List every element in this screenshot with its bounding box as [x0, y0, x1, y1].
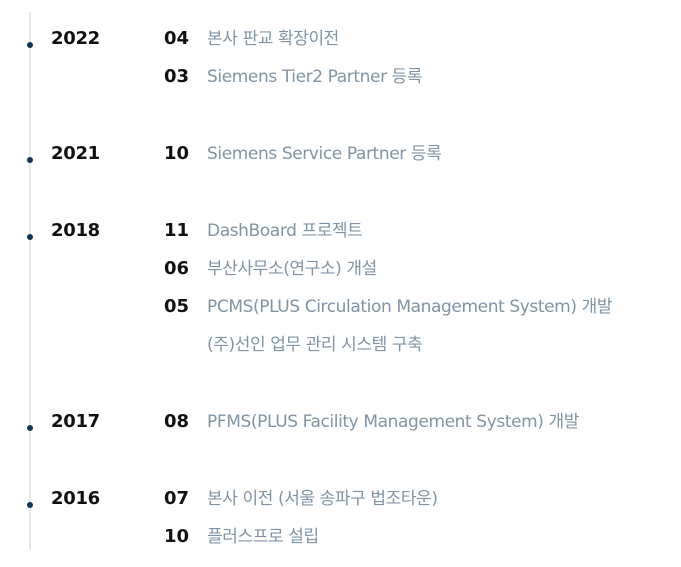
entry-month: 10 [164, 526, 190, 547]
entry-month: 08 [164, 411, 190, 432]
entry-month: 04 [164, 28, 190, 49]
timeline-entry: 08 PFMS(PLUS Facility Management System)… [164, 409, 664, 435]
entry-month: 11 [164, 220, 190, 241]
timeline-dot [27, 42, 33, 48]
timeline-entry: 07 본사 이전 (서울 송파구 법조타운) [164, 486, 664, 512]
timeline-dot [27, 234, 33, 240]
entry-text: PCMS(PLUS Circulation Management System)… [207, 297, 613, 317]
entry-text: PFMS(PLUS Facility Management System) 개발 [207, 412, 580, 432]
year-label: 2022 [51, 28, 100, 49]
timeline-entry: 04 본사 판교 확장이전 [164, 26, 664, 52]
entry-month: 10 [164, 143, 190, 164]
year-label: 2018 [51, 220, 100, 241]
timeline-entry: 03 Siemens Tier2 Partner 등록 [164, 64, 664, 90]
entry-text: 본사 판교 확장이전 [207, 29, 339, 49]
entry-list: 10 Siemens Service Partner 등록 [164, 141, 664, 179]
entry-list: 04 본사 판교 확장이전 03 Siemens Tier2 Partner 등… [164, 26, 664, 102]
timeline-entry: 06 부산사무소(연구소) 개설 [164, 256, 664, 282]
timeline-entry: 10 Siemens Service Partner 등록 [164, 141, 664, 167]
entry-text: 부산사무소(연구소) 개설 [207, 259, 377, 279]
entry-month: 05 [164, 296, 190, 317]
timeline-dot [27, 157, 33, 163]
timeline-entry: 10 플러스프로 설립 [164, 524, 664, 550]
timeline-entry: 05 PCMS(PLUS Circulation Management Syst… [164, 294, 664, 320]
entry-text: 본사 이전 (서울 송파구 법조타운) [207, 489, 438, 509]
year-label: 2017 [51, 411, 100, 432]
entry-list: 07 본사 이전 (서울 송파구 법조타운) 10 플러스프로 설립 [164, 486, 664, 562]
entry-text: Siemens Service Partner 등록 [207, 144, 442, 164]
entry-text: Siemens Tier2 Partner 등록 [207, 67, 423, 87]
timeline-line [29, 12, 31, 550]
entry-text: (주)선인 업무 관리 시스템 구축 [207, 335, 423, 355]
timeline-dot [27, 502, 33, 508]
entry-text: 플러스프로 설립 [207, 527, 319, 547]
entry-list: 11 DashBoard 프로젝트 06 부산사무소(연구소) 개설 05 PC… [164, 218, 664, 370]
year-label: 2021 [51, 143, 100, 164]
entry-list: 08 PFMS(PLUS Facility Management System)… [164, 409, 664, 447]
timeline-entry: 11 DashBoard 프로젝트 [164, 218, 664, 244]
timeline-dot [27, 425, 33, 431]
timeline-entry: (주)선인 업무 관리 시스템 구축 [164, 332, 664, 358]
entry-month: 03 [164, 66, 190, 87]
year-label: 2016 [51, 488, 100, 509]
entry-text: DashBoard 프로젝트 [207, 221, 363, 241]
entry-month: 06 [164, 258, 190, 279]
entry-month: 07 [164, 488, 190, 509]
